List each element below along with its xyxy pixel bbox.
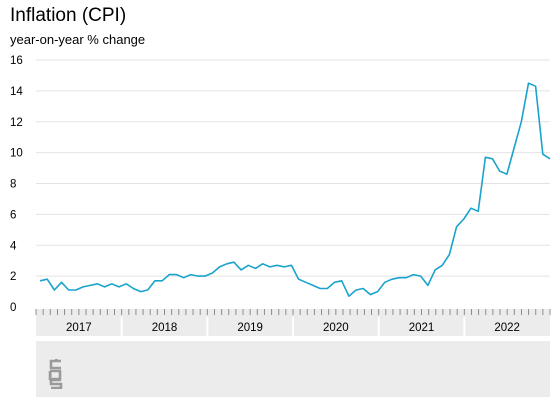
series-line-cpi	[39, 82, 551, 297]
x-tick-label: 2018	[152, 322, 178, 334]
cbs-logo-icon	[48, 359, 63, 389]
y-tick-label: 6	[10, 209, 16, 221]
y-tick-label: 2	[10, 271, 16, 283]
chart-title: Inflation (CPI)	[10, 5, 127, 26]
y-tick-label: 12	[10, 117, 23, 129]
y-tick-label: 4	[10, 240, 17, 252]
x-tick-label: 2021	[409, 322, 435, 334]
y-tick-label: 16	[10, 55, 23, 67]
y-tick-label: 14	[10, 86, 23, 98]
x-tick-label: 2017	[66, 322, 92, 334]
y-axis: 0 2 4 6 8 10 12 14 16	[10, 55, 23, 314]
grid-lines	[36, 59, 550, 277]
y-tick-label: 8	[10, 179, 16, 191]
x-axis: 2017 2018 2019 2020 2021 2022	[35, 309, 551, 336]
x-tick-label: 2019	[237, 322, 263, 334]
x-tick-label: 2020	[323, 322, 349, 334]
x-tick-label: 2022	[494, 322, 520, 334]
footer-bar	[36, 341, 550, 397]
y-tick-label: 10	[10, 148, 23, 160]
chart-subtitle: year-on-year % change	[10, 32, 146, 47]
series-layer	[39, 82, 551, 297]
y-tick-label: 0	[10, 302, 16, 314]
